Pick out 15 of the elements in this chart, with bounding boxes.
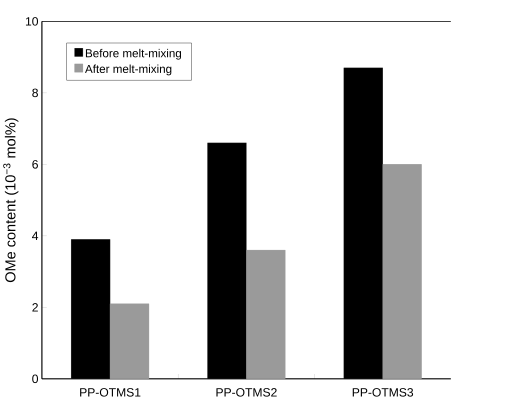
bar [382, 164, 422, 380]
x-tick-label: PP-OTMS1 [80, 388, 140, 397]
y-tick-label: 4 [32, 232, 38, 240]
y-tick-label: 6 [32, 160, 38, 169]
bar [246, 250, 286, 380]
y-tick-label: 8 [32, 88, 38, 98]
y-tick-label: 0 [32, 374, 38, 384]
x-tick-label: PP-OTMS2 [216, 388, 277, 397]
y-axis-title: OMe content (10$^{−3}$ mol%) [3, 118, 18, 282]
x-tick-label: PP-OTMS3 [352, 388, 414, 397]
legend-label: Before melt-mixing [86, 48, 182, 60]
bar [110, 304, 150, 380]
legend-label: After melt-mixing [85, 64, 172, 76]
y-tick-label: 10 [26, 17, 38, 26]
y-tick-label: 2 [32, 303, 38, 312]
